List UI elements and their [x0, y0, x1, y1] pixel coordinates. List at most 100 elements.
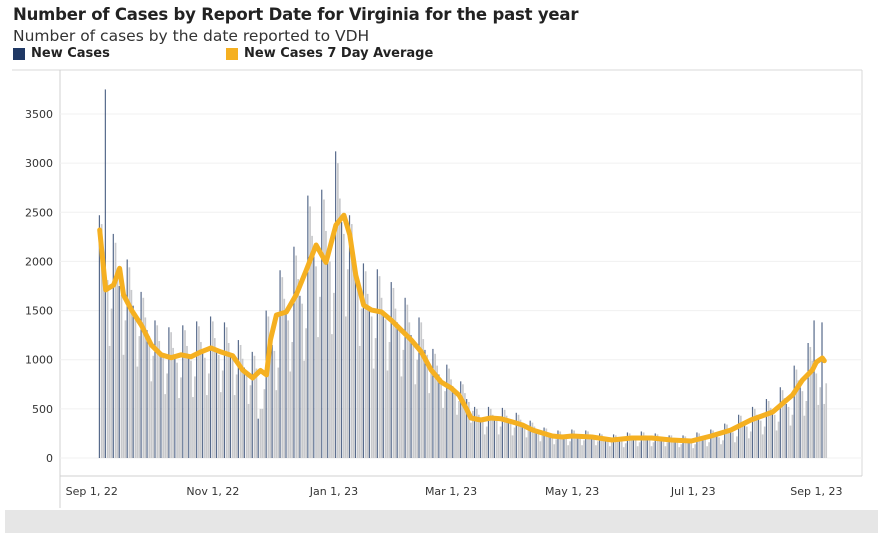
bar-new-cases [217, 354, 220, 458]
bar-new-cases [644, 435, 647, 458]
bar-new-cases [640, 431, 642, 458]
bar-new-cases [753, 408, 756, 458]
bar-new-cases [583, 440, 585, 458]
bar-new-cases [728, 428, 730, 458]
bar-new-cases [561, 434, 564, 458]
y-tick-label: 2500 [25, 206, 53, 219]
bar-new-cases [507, 419, 509, 458]
bar-new-cases [428, 393, 431, 458]
bar-new-cases [672, 438, 675, 458]
bar-new-cases [231, 358, 234, 458]
bar-new-cases [704, 439, 706, 458]
bar-new-cases [642, 432, 645, 458]
bar-new-cases [166, 373, 168, 458]
x-tick-label: Jan 1, 23 [309, 485, 358, 498]
bar-new-cases [416, 359, 419, 458]
bar-new-cases [470, 422, 472, 458]
bar-new-cases [686, 439, 689, 458]
bar-new-cases [813, 320, 815, 458]
bar-new-cases [319, 296, 321, 458]
bar-new-cases [585, 430, 587, 458]
bar-new-cases [146, 330, 148, 458]
bar-new-cases [223, 322, 226, 458]
bar-new-cases [789, 425, 792, 458]
bar-new-cases [493, 418, 496, 458]
bar-new-cases [517, 414, 520, 458]
bar-new-cases [380, 297, 383, 458]
bar-new-cases [366, 293, 369, 458]
bar-new-cases [485, 426, 488, 458]
bar-new-cases [327, 251, 329, 458]
bar-new-cases [247, 403, 250, 458]
bar-new-cases [301, 303, 303, 458]
bar-new-cases [176, 362, 178, 458]
x-tick-label: Mar 1, 23 [425, 485, 477, 498]
bar-new-cases [696, 432, 698, 458]
bar-new-cases [404, 297, 406, 458]
bar-new-cases [821, 322, 823, 458]
bar-new-cases [807, 343, 809, 458]
bar-new-cases [525, 437, 528, 458]
bar-new-cases [785, 403, 787, 458]
bar-new-cases [225, 327, 228, 458]
bar-new-cases [192, 397, 194, 458]
bar-new-cases [390, 282, 392, 458]
bar-new-cases [559, 431, 562, 458]
y-tick-label: 0 [46, 452, 53, 465]
bar-new-cases [741, 421, 744, 458]
bar-new-cases [734, 442, 736, 458]
bar-new-cases [797, 380, 800, 458]
bar-new-cases [801, 391, 804, 458]
y-tick-label: 2000 [25, 255, 53, 268]
bar-new-cases [392, 287, 395, 458]
bar-new-cases [283, 298, 286, 458]
bar-new-cases [769, 407, 772, 458]
bar-new-cases [237, 340, 239, 458]
bar-new-cases [662, 439, 665, 458]
bar-new-cases [513, 427, 516, 458]
bar-new-cases [805, 400, 808, 458]
bar-new-cases [724, 423, 726, 458]
bar-new-cases [350, 224, 353, 458]
bar-new-cases [702, 438, 704, 458]
bar-new-cases [277, 367, 280, 458]
bar-new-cases [263, 389, 266, 458]
bar-new-cases [100, 224, 103, 458]
bar-new-cases [140, 291, 142, 458]
legend-swatch-new-cases [13, 47, 25, 60]
bar-new-cases [352, 252, 355, 458]
bar-new-cases [253, 355, 256, 458]
bar-new-cases [777, 421, 780, 458]
bar-new-cases [289, 371, 292, 458]
bar-new-cases [670, 435, 673, 458]
bar-new-cases [271, 344, 273, 458]
bar-new-cases [551, 435, 554, 458]
bar-new-cases [440, 378, 442, 458]
bar-new-cases [398, 329, 401, 458]
line-7-day-average [97, 212, 827, 444]
bar-new-cases [474, 406, 476, 458]
footer-bar [5, 510, 878, 533]
bar-new-cases [553, 444, 556, 458]
bar-new-cases [740, 415, 742, 458]
bar-new-cases [595, 445, 597, 458]
bar-new-cases [239, 344, 242, 458]
bar-new-cases [120, 294, 123, 458]
bar-new-cases [658, 437, 661, 458]
bar-new-cases [716, 435, 718, 458]
bar-new-cases [475, 408, 478, 458]
bar-new-cases [591, 436, 593, 458]
chart-subtitle: Number of cases by the date reported to … [13, 27, 370, 45]
bar-new-cases [745, 426, 748, 458]
bar-new-cases [243, 367, 245, 458]
bar-new-cases [692, 448, 695, 458]
bar-new-cases [577, 436, 579, 458]
chart-title: Number of Cases by Report Date for Virgi… [13, 5, 579, 24]
bar-new-cases [257, 418, 259, 458]
bar-new-cases [688, 440, 690, 458]
bar-new-cases [346, 269, 349, 458]
bar-new-cases [299, 295, 301, 458]
bar-new-cases [273, 350, 276, 458]
bar-new-cases [638, 442, 641, 458]
